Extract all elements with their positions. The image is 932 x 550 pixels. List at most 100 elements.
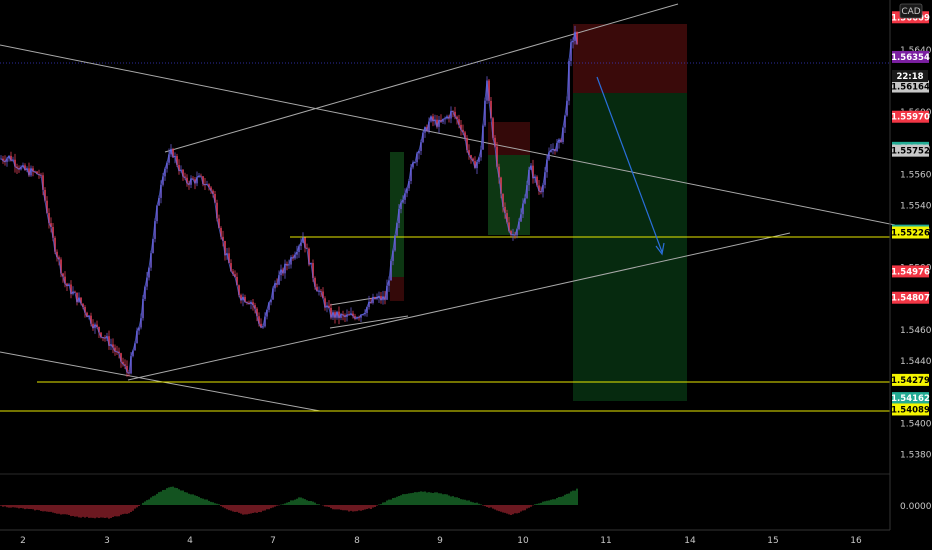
candle-body (390, 260, 392, 281)
candle-body (488, 80, 490, 101)
ascending-channel-top[interactable] (164, 3, 679, 153)
stop-loss-zone (573, 24, 687, 93)
candle-body (428, 121, 430, 131)
candle-body (58, 257, 60, 260)
candle-body (402, 199, 404, 203)
candle-body (346, 314, 348, 317)
candle-body (216, 202, 218, 219)
candle-body (574, 31, 576, 41)
currency-badge[interactable] (899, 3, 923, 19)
candle-body (184, 176, 186, 178)
candle-body (252, 302, 254, 306)
candle-body (124, 364, 126, 366)
candle-body (14, 159, 16, 167)
candle-body (42, 175, 44, 190)
candle-body (308, 248, 310, 265)
candle-body (406, 188, 408, 194)
candle-body (544, 172, 546, 185)
candle-body (400, 202, 402, 210)
support-levels[interactable] (0, 236, 890, 412)
candle-body (268, 302, 270, 310)
candle-body (432, 116, 434, 122)
candle-body (164, 168, 166, 177)
candle-body (152, 238, 154, 254)
candle-body (518, 221, 520, 230)
candle-body (300, 242, 302, 247)
candle-body (240, 295, 242, 301)
candle-body (244, 296, 246, 303)
ascending-trendline[interactable] (127, 232, 791, 381)
price-badge (892, 265, 929, 278)
candle-body (118, 351, 120, 354)
candle-body (196, 177, 198, 184)
price-badge-label: 1.55226 (891, 229, 930, 239)
candle-body (230, 263, 232, 272)
candle-body (480, 149, 482, 158)
candle-body (6, 158, 8, 162)
candle-body (416, 153, 418, 163)
candle-body (202, 176, 204, 185)
candle-body (260, 323, 262, 328)
short-position-tool[interactable] (573, 24, 687, 401)
candle-body (468, 150, 470, 156)
price-badge (892, 50, 929, 63)
candle-body (430, 116, 432, 122)
candle-body (134, 343, 136, 351)
projection-arrow[interactable] (596, 76, 665, 256)
price-badge (892, 291, 929, 304)
candle-body (182, 169, 184, 177)
candle-body (84, 307, 86, 313)
candle-body (144, 286, 146, 299)
candle-body (50, 223, 52, 227)
candle-body (382, 296, 384, 301)
descending-trendline[interactable] (0, 44, 896, 226)
candle-body (96, 324, 98, 327)
candle-body (436, 119, 438, 127)
price-badge (892, 226, 929, 239)
candle-body (108, 336, 110, 346)
candle-body (150, 253, 152, 268)
price-tick-label: 1.54600 (900, 326, 932, 336)
candle-body (478, 157, 480, 162)
price-badge-label: 1.55752 (891, 147, 930, 157)
candle-body (364, 312, 366, 315)
take-profit-zone (573, 93, 687, 401)
candle-body (466, 138, 468, 151)
candle-body (20, 166, 22, 170)
candle-body (194, 179, 196, 184)
candle-body (550, 150, 552, 153)
price-tick-label: 1.55600 (900, 170, 932, 180)
candle-body (210, 187, 212, 191)
candle-body (538, 185, 540, 192)
price-tick-label: 1.55400 (900, 201, 932, 211)
minor-trendline[interactable] (329, 296, 381, 306)
candle-body (418, 150, 420, 154)
candle-body (454, 111, 456, 117)
candle-body (254, 305, 256, 309)
time-tick-label: 7 (270, 536, 276, 546)
countdown-label: 22:18 (896, 72, 923, 82)
oscillator-pane[interactable] (0, 486, 578, 519)
candle-body (500, 177, 502, 194)
candle-body (572, 40, 574, 43)
candle-body (576, 31, 578, 45)
candle-body (112, 344, 114, 348)
minor-trendline-2[interactable] (329, 315, 409, 329)
currency-label: CAD (901, 7, 920, 17)
candle-body (16, 166, 18, 168)
price-badge (892, 403, 929, 416)
candle-body (162, 176, 164, 185)
candle-body (528, 169, 530, 186)
main-pane[interactable] (0, 0, 890, 530)
candle-body (46, 200, 48, 214)
candle-body (526, 185, 528, 199)
candle-body (438, 120, 440, 127)
candle-body (474, 161, 476, 169)
candle-body (250, 302, 252, 304)
candle-body (86, 312, 88, 317)
time-axis[interactable]: 2 3 4 7 8 9 10 11 14 15 16 (20, 536, 862, 546)
candle-body (380, 296, 382, 301)
countdown-badge (892, 70, 928, 82)
candle-body (314, 278, 316, 287)
